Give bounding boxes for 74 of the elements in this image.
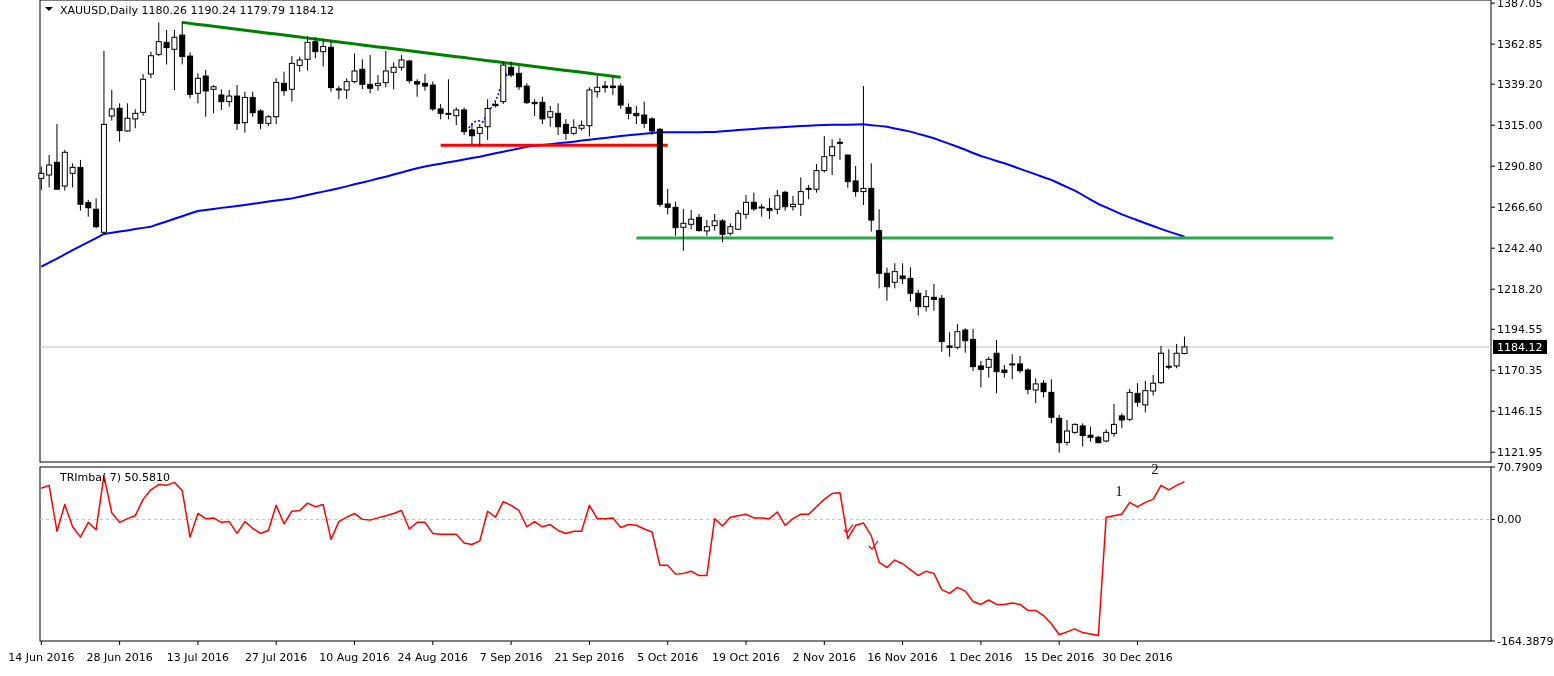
x-tick-label: 19 Oct 2016 [711,651,781,664]
y-tick-label: 1121.95 [1497,446,1543,460]
candlestick [147,51,154,79]
candlestick [194,72,201,104]
candlestick [562,118,569,141]
x-tick-label: 14 Jun 2016 [8,651,75,664]
candlestick [93,197,100,229]
candlestick [829,138,836,176]
y-tick-label: -164.3879 [1497,635,1554,648]
x-tick-label: 27 Jul 2016 [245,651,308,664]
candlestick [923,289,930,313]
y-tick-label: 1242.40 [1497,242,1543,256]
candlestick [414,78,421,98]
x-tick-label: 21 Sep 2016 [554,651,625,664]
y-tick-label: 1218.20 [1497,283,1543,297]
candlestick [977,360,984,388]
candlestick [617,82,624,110]
ref-line-label: 1184.12 [1497,340,1543,354]
candlestick [1165,348,1172,370]
candlestick [367,54,374,94]
x-tick-label: 1 Dec 2016 [949,651,1013,664]
candlestick [743,194,749,220]
candlestick [421,73,428,92]
candlestick [883,267,890,302]
annotation: 2 [1151,462,1159,477]
annotation: 1 [1115,484,1123,499]
y-tick-label: 0.00 [1497,513,1522,527]
x-tick-label: 28 Jun 2016 [86,651,153,664]
candlestick [789,195,796,212]
x-tick-label: 7 Sep 2016 [479,651,543,664]
y-tick-label: 1146.15 [1497,405,1543,419]
candlestick [750,192,757,212]
x-tick-label: 2 Nov 2016 [792,651,857,664]
y-tick-label: 70.7909 [1497,461,1543,474]
candlestick [515,65,522,91]
chart-title: XAUUSD,Daily 1180.26 1190.24 1179.79 1184.12 [60,4,334,17]
x-tick-label: 30 Dec 2016 [1102,651,1173,664]
candlestick [461,106,468,136]
candlestick [609,76,616,96]
candlestick [382,50,389,88]
candlestick [1024,367,1031,395]
y-tick-label: 1170.35 [1497,364,1543,378]
candlestick [930,283,937,312]
y-tick-label: 1290.80 [1497,160,1543,174]
candlestick [1017,355,1024,374]
candlestick [703,219,710,237]
candlestick [782,190,789,212]
candlestick [468,122,475,145]
y-tick-label: 1266.60 [1497,201,1543,215]
x-tick-label: 24 Aug 2016 [397,651,469,664]
candlestick [735,209,742,231]
candlestick [1150,374,1157,397]
x-tick-label: 16 Nov 2016 [867,651,938,664]
candlestick [836,137,843,161]
candlestick [484,98,491,141]
y-tick-label: 1362.85 [1497,38,1543,52]
x-tick-label: 10 Aug 2016 [319,651,390,664]
x-tick-label: 13 Jul 2016 [166,651,230,664]
candlestick [46,154,53,188]
candlestick [1111,403,1118,438]
candlestick [281,71,288,97]
candlestick [476,123,483,148]
candlestick [555,102,562,136]
line-series [180,20,623,79]
y-tick-label: 1315.00 [1497,119,1543,133]
x-tick-label: 5 Oct 2016 [637,651,699,664]
candlestick [602,80,609,94]
candlestick [374,74,381,92]
candlestick [797,176,804,217]
candlestick [1064,419,1071,447]
candlestick [1009,353,1016,380]
y-tick-label: 1194.55 [1497,323,1543,337]
x-tick-label: 15 Dec 2016 [1024,651,1095,664]
y-tick-label: 1339.20 [1497,78,1543,92]
